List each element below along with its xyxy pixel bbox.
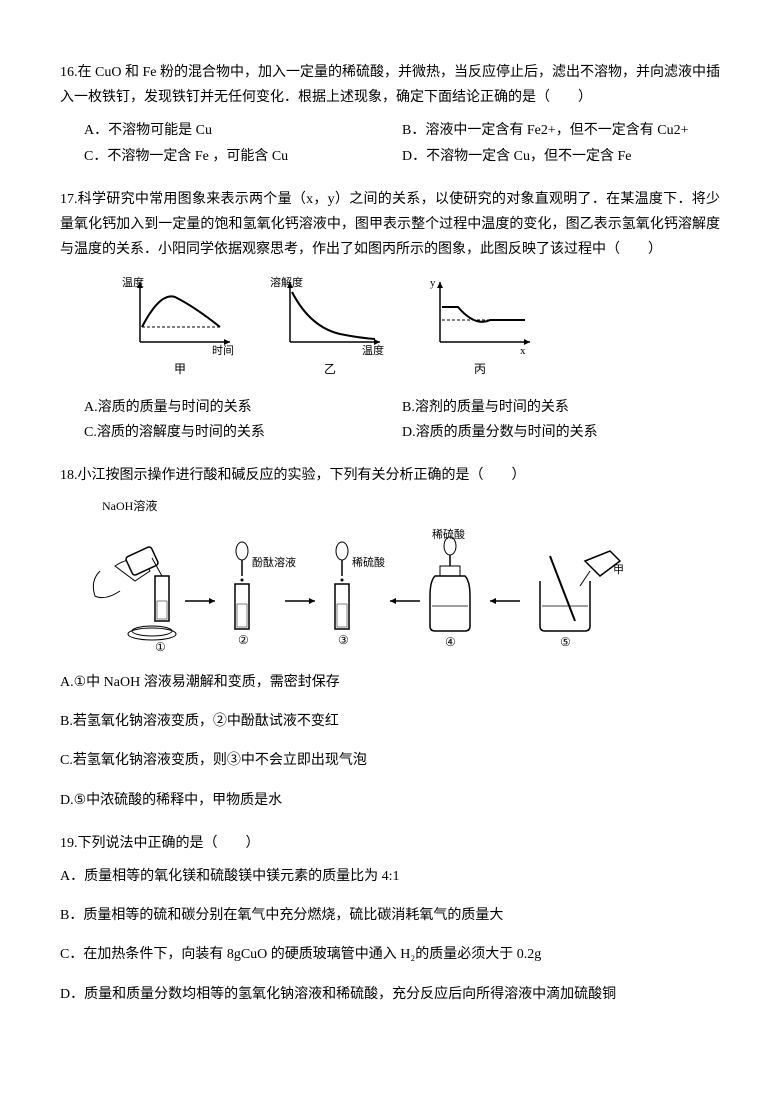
q16-opt-a: A．不溶物可能是 Cu [84,118,402,143]
q16-opt-c: C．不溶物一定含 Fe ，可能含 Cu [84,144,402,169]
q16-opt-b: B．溶液中一定含有 Fe2+，但不一定含有 Cu2+ [402,118,720,143]
q16-opt-d: D．不溶物一定含 Cu，但不一定含 Fe [402,144,720,169]
q17-opt-b: B.溶剂的质量与时间的关系 [402,395,720,420]
q17-opt-c: C.溶质的溶解度与时间的关系 [84,420,402,445]
step4-icon [430,537,470,631]
graph-jia-caption: 甲 [174,359,186,381]
graph-jia-svg: 温度 时间 [120,272,240,357]
q17-body: 科学研究中常用图象来表示两个量（x，y）之间的关系，以使研究的对象直观明了．在某… [60,192,720,257]
graph-bing-ylabel: y [430,277,436,289]
graph-jia: 温度 时间 甲 [120,272,240,381]
q19-opt-c: C．在加热条件下，向装有 8gCuO 的硬质玻璃管中通入 H₂的质量必须大于 0… [60,942,720,967]
q17-number: 17. [60,192,78,207]
question-19-text: 19.下列说法中正确的是（ ） [60,831,720,856]
graph-bing-xlabel: x [520,345,526,357]
question-16: 16.在 CuO 和 Fe 粉的混合物中，加入一定量的稀硫酸，并微热，当反应停止… [60,60,720,169]
q19-body: 下列说法中正确的是（ ） [78,836,260,851]
q16-number: 16. [60,65,78,80]
graph-yi-xlabel: 温度 [362,343,384,357]
question-18-text: 18.小江按图示操作进行酸和碱反应的实验，下列有关分析正确的是（ ） [60,463,720,488]
q17-opt-d: D.溶质的质量分数与时间的关系 [402,420,720,445]
graph-yi-ylabel: 溶解度 [270,275,303,289]
jia-label: 甲 [613,564,624,576]
question-19: 19.下列说法中正确的是（ ） A．质量相等的氧化镁和硫酸镁中镁元素的质量比为 … [60,831,720,1007]
q17-opt-a: A.溶质的质量与时间的关系 [84,395,402,420]
q18-svg: ① 酚酞溶液 ② [80,526,640,656]
q17-graphs: 温度 时间 甲 溶解度 温度 乙 [120,272,720,381]
q17-options: A.溶质的质量与时间的关系 B.溶剂的质量与时间的关系 C.溶质的溶解度与时间的… [84,395,720,445]
q18-body: 小江按图示操作进行酸和碱反应的实验，下列有关分析正确的是（ ） [78,468,526,483]
step4-label: ④ [445,635,456,649]
graph-bing-caption: 丙 [474,359,486,381]
q18-opt-a: A.①中 NaOH 溶液易潮解和变质，需密封保存 [60,670,720,695]
question-16-text: 16.在 CuO 和 Fe 粉的混合物中，加入一定量的稀硫酸，并微热，当反应停止… [60,60,720,110]
step2-icon [235,542,249,629]
q19-opt-a: A．质量相等的氧化镁和硫酸镁中镁元素的质量比为 4:1 [60,864,720,889]
q18-number: 18. [60,468,78,483]
q19-options: A．质量相等的氧化镁和硫酸镁中镁元素的质量比为 4:1 B．质量相等的硫和碳分别… [60,864,720,1007]
step2-label: ② [238,633,249,647]
question-18: 18.小江按图示操作进行酸和碱反应的实验，下列有关分析正确的是（ ） NaOH溶… [60,463,720,813]
graph-yi-caption: 乙 [324,359,336,381]
question-17: 17.科学研究中常用图象来表示两个量（x，y）之间的关系，以使研究的对象直观明了… [60,187,720,446]
phenol-label: 酚酞溶液 [252,555,296,569]
step5-icon [540,551,620,631]
q19-number: 19. [60,836,78,851]
q18-opt-d: D.⑤中浓硫酸的稀释中，甲物质是水 [60,788,720,813]
step1-label: ① [155,640,166,654]
naoh-label: NaOH溶液 [102,496,720,518]
q18-options: A.①中 NaOH 溶液易潮解和变质，需密封保存 B.若氢氧化钠溶液变质，②中酚… [60,670,720,813]
q18-diagram: ① 酚酞溶液 ② [80,526,720,656]
q16-options: A．不溶物可能是 Cu B．溶液中一定含有 Fe2+，但不一定含有 Cu2+ C… [84,118,720,168]
q16-body: 在 CuO 和 Fe 粉的混合物中，加入一定量的稀硫酸，并微热，当反应停止后，滤… [60,65,720,105]
graph-jia-ylabel: 温度 [122,275,144,289]
graph-bing: y x 丙 [420,272,540,381]
dilute-acid-top: 稀硫酸 [432,527,465,541]
graph-jia-xlabel: 时间 [212,344,234,357]
dilute-acid-label: 稀硫酸 [352,555,385,569]
step3-icon [335,542,349,629]
q18-opt-c: C.若氢氧化钠溶液变质，则③中不会立即出现气泡 [60,748,720,773]
q19-opt-d: D．质量和质量分数均相等的氢氧化钠溶液和稀硫酸，充分反应后向所得溶液中滴加硫酸铜 [60,982,720,1007]
step3-label: ③ [338,633,349,647]
step5-label: ⑤ [560,635,571,649]
q18-opt-b: B.若氢氧化钠溶液变质，②中酚酞试液不变红 [60,709,720,734]
question-17-text: 17.科学研究中常用图象来表示两个量（x，y）之间的关系，以使研究的对象直观明了… [60,187,720,263]
graph-yi: 溶解度 温度 乙 [270,272,390,381]
step1-icon [93,546,176,640]
graph-bing-svg: y x [420,272,540,357]
graph-yi-svg: 溶解度 温度 [270,272,390,357]
q19-opt-b: B．质量相等的硫和碳分别在氧气中充分燃烧，硫比碳消耗氧气的质量大 [60,903,720,928]
